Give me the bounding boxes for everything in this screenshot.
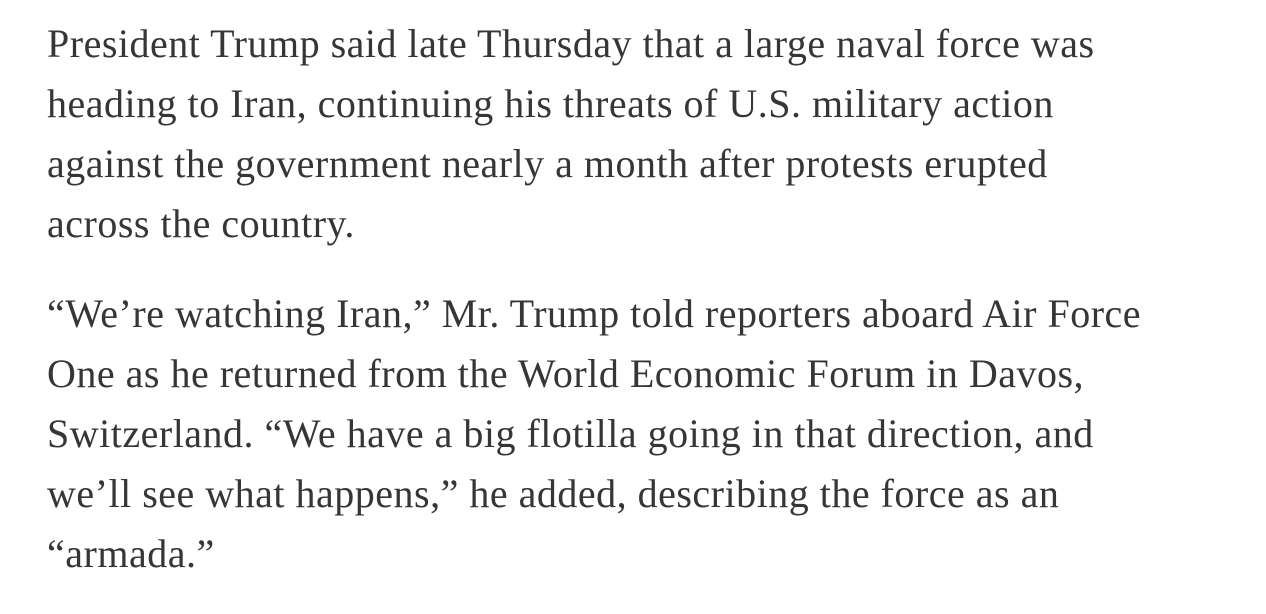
- text-line: against the government nearly a month af…: [47, 141, 1048, 186]
- text-line: across the country.: [47, 201, 355, 246]
- text-line: heading to Iran, continuing his threats …: [47, 81, 1054, 126]
- text-line: “armada.”: [47, 531, 215, 576]
- article-body: President Trump said late Thursday that …: [47, 14, 1141, 614]
- paragraph-2: “We’re watching Iran,” Mr. Trump told re…: [47, 284, 1141, 584]
- text-line: “We’re watching Iran,” Mr. Trump told re…: [47, 291, 1142, 336]
- text-line: we’ll see what happens,” he added, descr…: [47, 471, 1060, 516]
- text-line: President Trump said late Thursday that …: [47, 21, 1095, 66]
- text-line: One as he returned from the World Econom…: [47, 351, 1085, 396]
- paragraph-1: President Trump said late Thursday that …: [47, 14, 1141, 254]
- text-line: Switzerland. “We have a big flotilla goi…: [47, 411, 1094, 456]
